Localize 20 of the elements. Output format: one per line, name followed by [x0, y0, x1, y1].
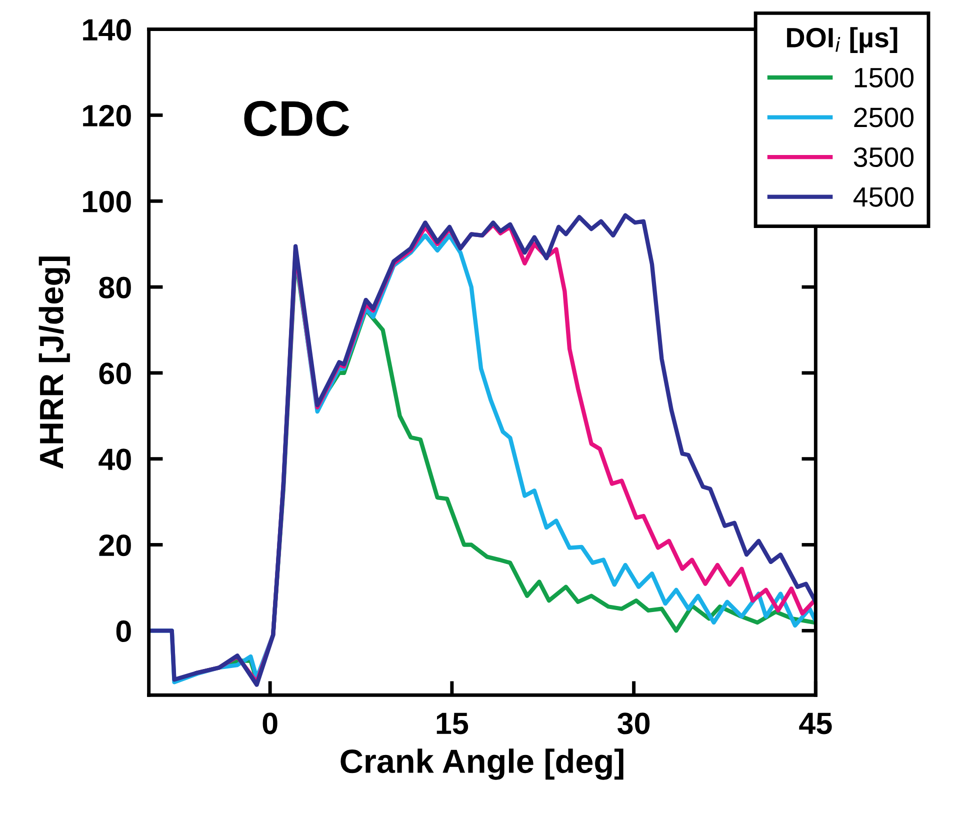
y-tick-label: 80: [99, 276, 131, 298]
x-tick-label: 30: [618, 712, 650, 734]
y-tick-label: 60: [99, 362, 131, 384]
y-tick-label: 120: [83, 104, 131, 127]
legend-label: 3500: [854, 147, 914, 168]
y-tick-label: 20: [99, 534, 131, 556]
annotation: CDC: [244, 100, 350, 136]
x-tick-label: 15: [436, 712, 468, 734]
y-tick-label: 140: [83, 19, 131, 41]
y-tick-label: 0: [116, 620, 131, 642]
legend-label: 1500: [854, 68, 914, 88]
x-tick-label: 45: [799, 712, 832, 734]
x-tick-label: 0: [262, 712, 278, 734]
legend-title: DOI$_{i}$ [µs]: [787, 27, 898, 53]
y-tick-label: 40: [98, 448, 131, 470]
y-axis-title: AHRR [J/deg]: [38, 256, 70, 469]
legend-label: 2500: [854, 108, 914, 128]
legend-label: 4500: [853, 187, 914, 207]
x-axis-title: Crank Angle [deg]: [340, 748, 624, 780]
y-tick-label: 100: [83, 190, 131, 212]
